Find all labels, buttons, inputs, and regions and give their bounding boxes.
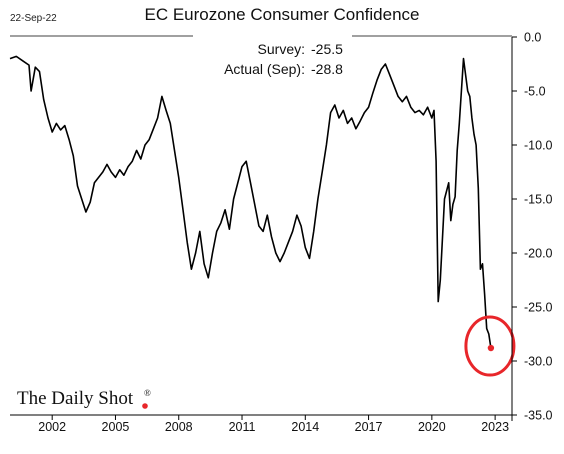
x-tick-label: 2014 xyxy=(291,420,319,434)
y-tick-label: 0.0 xyxy=(524,31,541,45)
survey-label: Survey: xyxy=(258,41,305,57)
x-tick-label: 2002 xyxy=(38,420,66,434)
logo-dot xyxy=(142,403,148,409)
actual-value: -28.8 xyxy=(311,61,343,77)
y-tick-label: -30.0 xyxy=(524,355,553,369)
logo-registered-mark: ® xyxy=(144,388,151,398)
x-tick-label: 2008 xyxy=(165,420,193,434)
chart-title: EC Eurozone Consumer Confidence xyxy=(145,5,420,24)
actual-label: Actual (Sep): xyxy=(224,61,305,77)
x-tick-label: 2011 xyxy=(229,420,256,434)
y-tick-label: -5.0 xyxy=(524,85,546,99)
y-tick-label: -15.0 xyxy=(524,193,553,207)
y-tick-label: -35.0 xyxy=(524,409,553,423)
x-tick-label: 2017 xyxy=(355,420,383,434)
logo-text: The Daily Shot xyxy=(17,388,134,409)
survey-value: -25.5 xyxy=(311,41,343,57)
highlight-circle xyxy=(464,315,516,377)
highlight-point xyxy=(487,344,495,352)
series-line xyxy=(9,55,492,349)
y-tick-label: -20.0 xyxy=(524,247,553,261)
x-tick-label: 2023 xyxy=(481,420,509,434)
chart-date: 22-Sep-22 xyxy=(10,13,57,24)
y-tick-label: -25.0 xyxy=(524,301,553,315)
y-tick-label: -10.0 xyxy=(524,139,553,153)
y-axis: 0.0 -5.0 -10.0 -15.0 -20.0 -25.0 -30.0 -35.0 xyxy=(511,31,553,423)
x-axis: 2002 2005 2008 2011 2014 2017 2020 2023 xyxy=(10,414,512,434)
x-tick-label: 2020 xyxy=(418,420,446,434)
x-tick-label: 2005 xyxy=(102,420,130,434)
logo: The Daily Shot ® xyxy=(17,388,151,409)
plot-area xyxy=(9,55,516,377)
